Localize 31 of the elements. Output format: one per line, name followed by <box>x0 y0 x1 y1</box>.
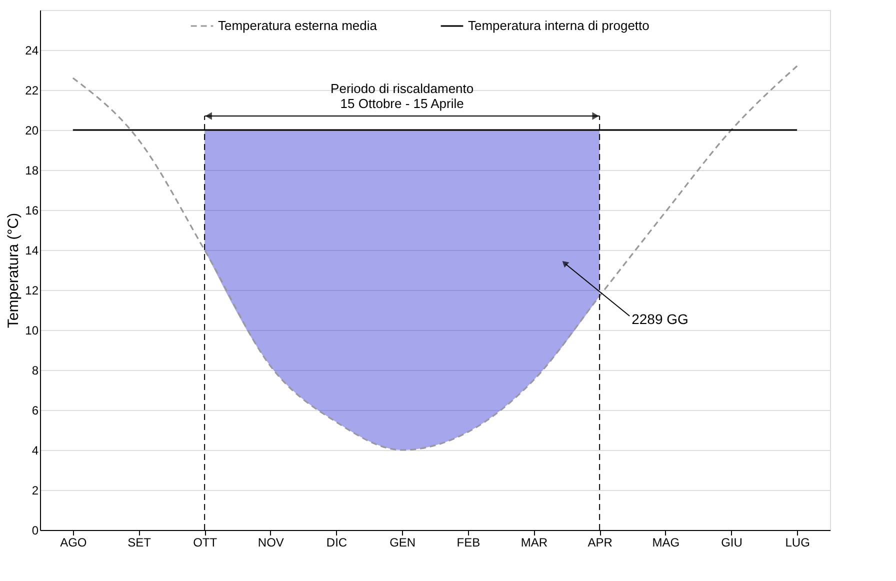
y-tick-label: 16 <box>25 204 39 218</box>
y-tick-label: 20 <box>25 124 39 138</box>
x-tick-label: MAG <box>652 536 680 550</box>
x-tick-label: MAR <box>520 536 548 550</box>
x-tick-label: GEN <box>390 536 416 550</box>
x-tick-label: GIU <box>721 536 742 550</box>
annotation: Periodo di riscaldamento 15 Ottobre - 15 Aprile <box>330 81 474 111</box>
x-tick-label: OTT <box>193 536 218 550</box>
x-tick-label: LUG <box>785 536 810 550</box>
y-tick-label: 24 <box>25 44 39 58</box>
x-tick-label: FEB <box>456 536 480 550</box>
y-tick-label: 2 <box>32 484 39 498</box>
line-series <box>72 65 798 451</box>
annotation: 2289 GG <box>632 311 688 327</box>
y-tick-label: 0 <box>32 524 39 538</box>
legend-label: Temperatura esterna media <box>218 18 378 33</box>
y-tick-label: 14 <box>25 244 39 258</box>
y-tick-label: 12 <box>25 284 39 298</box>
y-tick-label: 10 <box>25 324 39 338</box>
x-tick-label: AGO <box>60 536 87 550</box>
x-tick-label: DIC <box>326 536 348 550</box>
x-tick-label: SET <box>128 536 152 550</box>
y-tick-label: 18 <box>25 164 39 178</box>
x-tick-label: NOV <box>258 536 284 550</box>
y-tick-label: 22 <box>25 84 39 98</box>
legend-label: Temperatura interna di progetto <box>468 18 650 33</box>
y-tick-label: 4 <box>32 444 39 458</box>
y-tick-label: 8 <box>32 364 39 378</box>
y-tick-label: 6 <box>32 404 39 418</box>
x-tick-label: APR <box>588 536 613 550</box>
y-axis-title: Temperatura (°C) <box>5 212 22 328</box>
